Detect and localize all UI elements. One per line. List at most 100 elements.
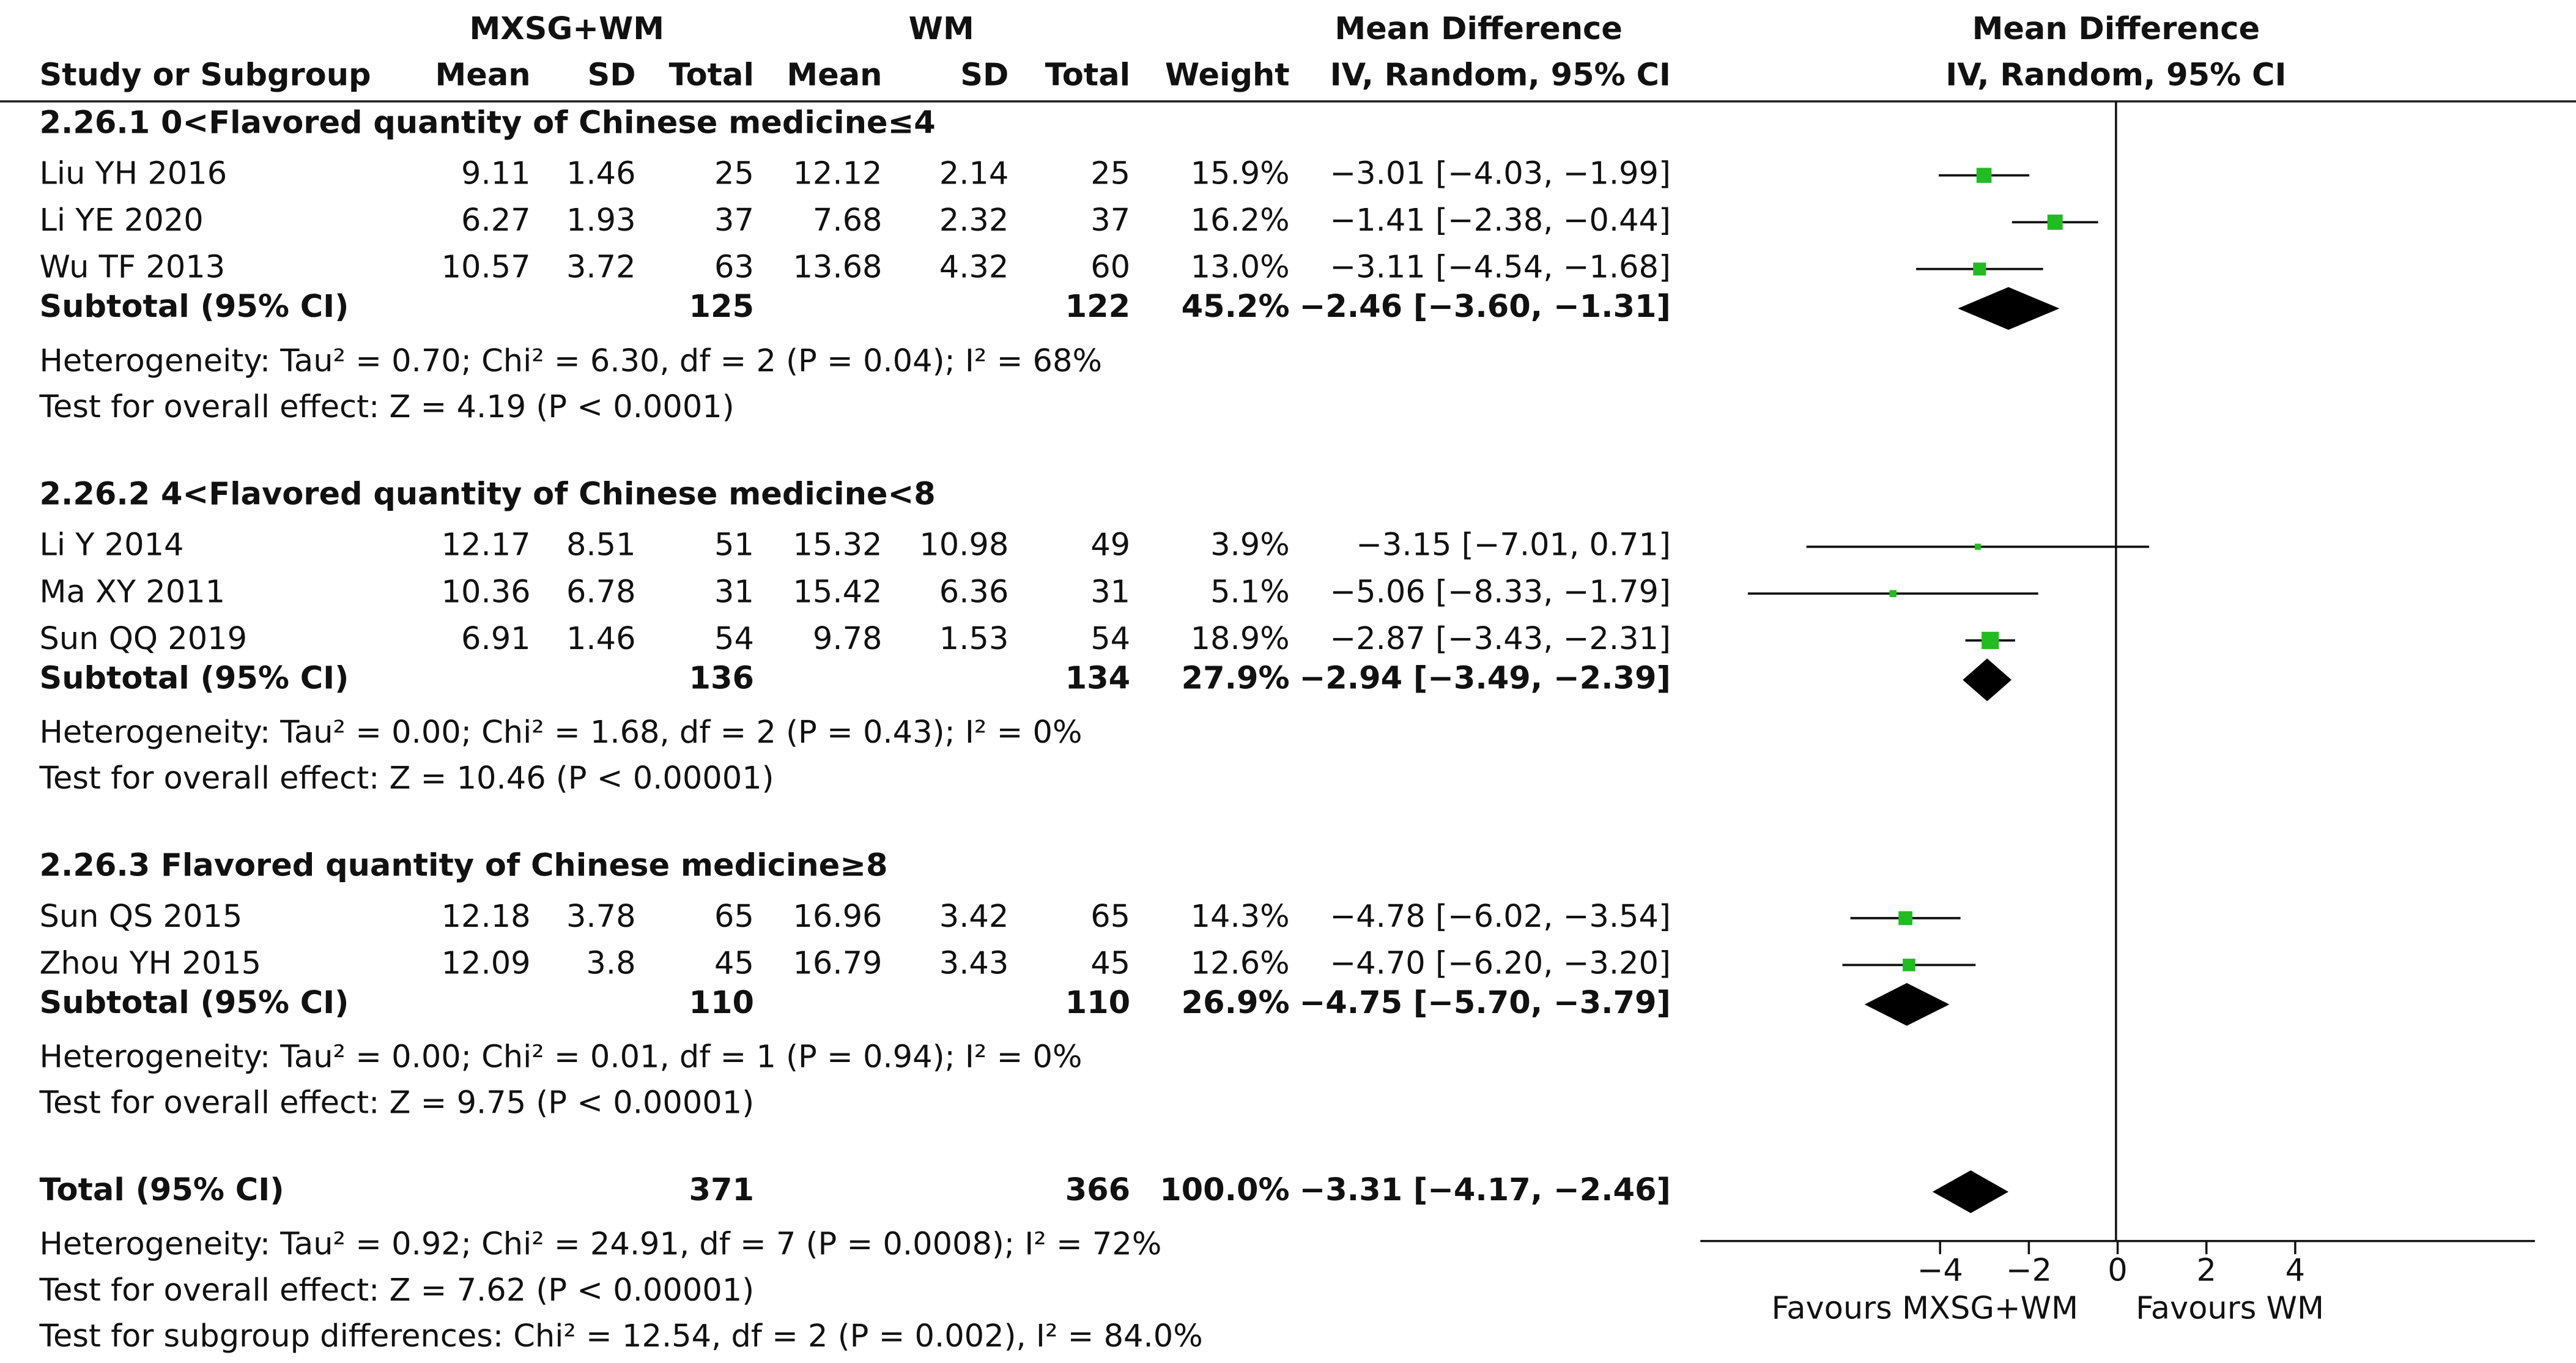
weight: 12.6% [1191, 945, 1290, 981]
cell: 45 [714, 945, 754, 981]
ci-label: −3.15 [−7.01, 0.71] [1356, 527, 1671, 563]
c-total: 110 [1065, 985, 1131, 1021]
study-square [1898, 911, 1912, 926]
weight: 27.9% [1182, 660, 1290, 696]
cell: 1.46 [566, 621, 636, 657]
cell: 1.46 [566, 156, 636, 192]
column-header: Total [669, 57, 754, 93]
cell: 37 [714, 202, 754, 239]
cell: 10.98 [919, 527, 1009, 563]
cell: 31 [1090, 574, 1130, 610]
cell: 1.93 [566, 202, 636, 239]
study-name: Li YE 2020 [39, 202, 203, 239]
weight: 13.0% [1191, 250, 1290, 286]
heterogeneity: Heterogeneity: Tau² = 0.00; Chi² = 0.01,… [39, 1039, 1082, 1075]
cell: 8.51 [566, 527, 636, 563]
x-tick-label: −2 [2006, 1253, 2052, 1289]
cell: 16.79 [793, 945, 882, 981]
favours-right: Favours WM [2136, 1290, 2324, 1326]
cell: 65 [714, 899, 754, 935]
study-square [1903, 959, 1915, 971]
weight: 16.2% [1191, 202, 1290, 239]
cell: 9.78 [813, 621, 883, 657]
study-name: Sun QS 2015 [39, 899, 242, 935]
cell: 2.32 [939, 202, 1009, 239]
subtotal-label: Subtotal (95% CI) [39, 289, 349, 325]
study-square [1974, 543, 1981, 550]
cell: 3.78 [566, 899, 636, 935]
cell: 1.53 [939, 621, 1009, 657]
cell: 3.72 [566, 250, 636, 286]
cell: 49 [1090, 527, 1130, 563]
weight: 100.0% [1160, 1172, 1289, 1208]
study-square [1889, 590, 1897, 598]
overall-effect: Test for overall effect: Z = 4.19 (P < 0… [39, 389, 734, 425]
pooled-diamond [1958, 287, 2060, 330]
e-total: 136 [689, 660, 754, 696]
cell: 65 [1090, 899, 1130, 935]
study-name: Ma XY 2011 [39, 574, 225, 610]
ci-label: −5.06 [−8.33, −1.79] [1330, 574, 1670, 610]
cell: 6.27 [461, 202, 531, 239]
cell: 63 [714, 250, 754, 286]
cell: 13.68 [793, 250, 882, 286]
x-tick-label: 4 [2285, 1253, 2305, 1289]
cell: 9.11 [461, 156, 531, 192]
plot-header: Mean Difference [1972, 11, 2260, 47]
study-square [1976, 168, 1992, 183]
x-tick-label: 2 [2196, 1253, 2216, 1289]
c-total: 366 [1065, 1172, 1131, 1208]
column-header: IV, Random, 95% CI [1330, 57, 1671, 93]
cell: 3.8 [586, 945, 635, 981]
cell: 6.78 [566, 574, 636, 610]
ci-label: −4.70 [−6.20, −3.20] [1330, 945, 1670, 981]
cell: 25 [714, 156, 754, 192]
overall-effect: Test for overall effect: Z = 7.62 (P < 0… [39, 1272, 754, 1309]
ci-label: −3.01 [−4.03, −1.99] [1330, 156, 1670, 192]
heterogeneity: Heterogeneity: Tau² = 0.70; Chi² = 6.30,… [39, 343, 1101, 379]
subgroup-title: 2.26.3 Flavored quantity of Chinese medi… [39, 848, 887, 884]
cell: 51 [714, 527, 754, 563]
cell: 10.57 [442, 250, 531, 286]
subgroup-differences: Test for subgroup differences: Chi² = 12… [39, 1318, 1202, 1354]
cell: 37 [1090, 202, 1130, 239]
ci-label: −4.78 [−6.02, −3.54] [1330, 899, 1670, 935]
cell: 12.12 [793, 156, 882, 192]
study-name: Zhou YH 2015 [39, 945, 261, 981]
study-name: Liu YH 2016 [39, 156, 227, 192]
x-tick-label: −4 [1917, 1253, 1963, 1289]
ci-label: −2.46 [−3.60, −1.31] [1299, 289, 1670, 325]
e-total: 125 [689, 289, 754, 325]
study-name: Wu TF 2013 [39, 250, 225, 286]
e-total: 110 [689, 985, 754, 1021]
pooled-diamond [1932, 1170, 2008, 1213]
cell: 15.32 [793, 527, 882, 563]
subtotal-label: Subtotal (95% CI) [39, 660, 349, 696]
column-header: Total [1045, 57, 1130, 93]
study-name: Sun QQ 2019 [39, 621, 247, 657]
cell: 15.42 [793, 574, 882, 610]
column-header: SD [960, 57, 1009, 93]
c-total: 122 [1065, 289, 1131, 325]
heterogeneity: Heterogeneity: Tau² = 0.00; Chi² = 1.68,… [39, 715, 1082, 751]
cell: 45 [1090, 945, 1130, 981]
ci-label: −2.94 [−3.49, −2.39] [1299, 660, 1670, 696]
weight: 3.9% [1210, 527, 1290, 563]
subtotal-label: Total (95% CI) [39, 1172, 284, 1208]
weight: 18.9% [1191, 621, 1290, 657]
cell: 12.18 [442, 899, 531, 935]
subtotal-label: Subtotal (95% CI) [39, 985, 349, 1021]
ci-label: −3.31 [−4.17, −2.46] [1299, 1172, 1670, 1208]
effect-header: Mean Difference [1334, 11, 1623, 47]
ci-label: −4.75 [−5.70, −3.79] [1299, 985, 1670, 1021]
cell: 25 [1090, 156, 1130, 192]
cell: 6.91 [461, 621, 531, 657]
weight: 26.9% [1182, 985, 1290, 1021]
group-e-header: MXSG+WM [469, 11, 664, 47]
e-total: 371 [689, 1172, 754, 1208]
x-tick-label: 0 [2108, 1253, 2127, 1289]
weight: 14.3% [1191, 899, 1290, 935]
cell: 54 [1090, 621, 1130, 657]
